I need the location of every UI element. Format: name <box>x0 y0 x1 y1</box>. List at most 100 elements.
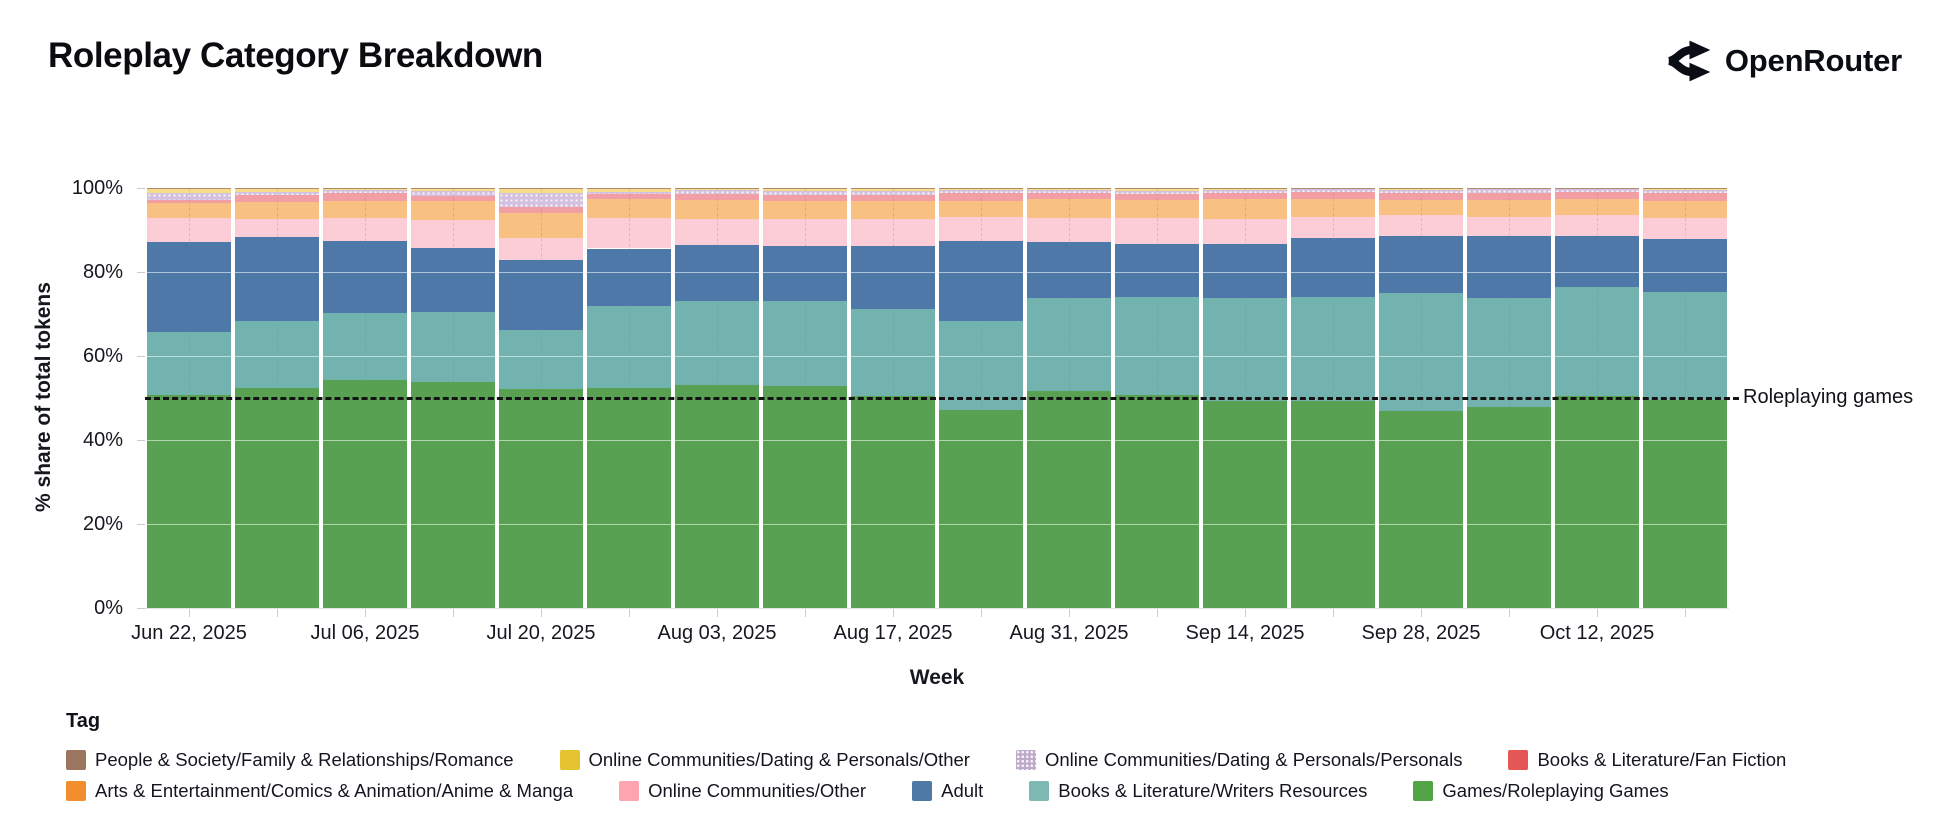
legend-item[interactable]: Games/Roleplaying Games <box>1413 780 1669 802</box>
bar-segment[interactable] <box>1115 190 1199 195</box>
bar-segment[interactable] <box>1643 188 1727 189</box>
bar-segment[interactable] <box>323 188 407 189</box>
bar-segment[interactable] <box>1379 188 1463 191</box>
bar-segment[interactable] <box>1379 215 1463 236</box>
legend-item[interactable]: Online Communities/Dating & Personals/Ot… <box>559 749 970 771</box>
bar-segment[interactable] <box>1467 189 1551 193</box>
bar-segment[interactable] <box>1555 395 1639 608</box>
legend-item[interactable]: Adult <box>912 780 983 802</box>
bar-segment[interactable] <box>1291 216 1375 239</box>
bar-segment[interactable] <box>675 384 759 608</box>
bar-segment[interactable] <box>323 312 407 380</box>
bar-segment[interactable] <box>1027 188 1111 191</box>
bar-segment[interactable] <box>1291 238 1375 297</box>
bar-segment[interactable] <box>851 188 935 189</box>
bar-segment[interactable] <box>499 212 583 239</box>
legend-item[interactable]: Online Communities/Dating & Personals/Pe… <box>1015 749 1462 771</box>
bar-segment[interactable] <box>147 188 231 190</box>
bar-segment[interactable] <box>1379 410 1463 608</box>
bar-segment[interactable] <box>675 188 759 191</box>
bar-segment[interactable] <box>235 387 319 608</box>
legend-item[interactable]: People & Society/Family & Relationships/… <box>66 749 514 771</box>
bar-segment[interactable] <box>1555 215 1639 236</box>
bar-segment[interactable] <box>499 330 583 390</box>
bar-segment[interactable] <box>675 194 759 201</box>
bar-segment[interactable] <box>1115 218 1199 245</box>
bar-segment[interactable] <box>939 188 1023 191</box>
bar-segment[interactable] <box>939 193 1023 201</box>
bar-segment[interactable] <box>763 200 847 220</box>
bar-segment[interactable] <box>1291 192 1375 200</box>
bar-segment[interactable] <box>235 195 319 202</box>
bar-segment[interactable] <box>1291 400 1375 608</box>
bar-week-7[interactable] <box>763 188 847 608</box>
bar-segment[interactable] <box>411 312 495 383</box>
bar-segment[interactable] <box>1115 394 1199 608</box>
bar-segment[interactable] <box>851 219 935 246</box>
bar-segment[interactable] <box>851 395 935 608</box>
bar-segment[interactable] <box>323 188 407 191</box>
bar-segment[interactable] <box>1027 188 1111 189</box>
bar-week-17[interactable] <box>1643 188 1727 608</box>
bar-segment[interactable] <box>587 387 671 608</box>
legend-item[interactable]: Online Communities/Other <box>619 780 866 802</box>
bar-segment[interactable] <box>411 190 495 196</box>
bar-week-14[interactable] <box>1379 188 1463 608</box>
bar-segment[interactable] <box>763 194 847 201</box>
bar-segment[interactable] <box>411 247 495 313</box>
bar-segment[interactable] <box>411 200 495 220</box>
bar-segment[interactable] <box>1467 188 1551 190</box>
bar-segment[interactable] <box>939 188 1023 189</box>
bar-segment[interactable] <box>411 382 495 608</box>
bar-segment[interactable] <box>587 306 671 388</box>
bar-segment[interactable] <box>1203 199 1287 220</box>
bar-segment[interactable] <box>147 193 231 201</box>
bar-segment[interactable] <box>851 308 935 396</box>
bar-segment[interactable] <box>1291 199 1375 217</box>
bar-segment[interactable] <box>1643 188 1727 191</box>
bar-segment[interactable] <box>1203 244 1287 298</box>
bar-segment[interactable] <box>675 188 759 189</box>
bar-segment[interactable] <box>587 188 671 192</box>
bar-segment[interactable] <box>763 301 847 386</box>
bar-segment[interactable] <box>1115 296 1199 395</box>
bar-segment[interactable] <box>1291 188 1375 190</box>
bar-segment[interactable] <box>1467 192 1551 201</box>
bar-segment[interactable] <box>939 190 1023 194</box>
bar-segment[interactable] <box>1379 235 1463 293</box>
bar-week-3[interactable] <box>411 188 495 608</box>
bar-segment[interactable] <box>1027 242 1111 298</box>
bar-segment[interactable] <box>235 321 319 388</box>
bar-segment[interactable] <box>1379 188 1463 189</box>
bar-segment[interactable] <box>499 389 583 608</box>
bar-segment[interactable] <box>587 248 671 307</box>
bar-segment[interactable] <box>1467 216 1551 236</box>
bar-segment[interactable] <box>587 194 671 199</box>
bar-segment[interactable] <box>1115 188 1199 191</box>
bar-segment[interactable] <box>1203 188 1287 191</box>
bar-segment[interactable] <box>147 332 231 396</box>
bar-segment[interactable] <box>1379 200 1463 216</box>
bar-segment[interactable] <box>675 200 759 219</box>
bar-segment[interactable] <box>675 218 759 245</box>
bar-segment[interactable] <box>1027 199 1111 218</box>
bar-segment[interactable] <box>763 188 847 189</box>
bar-segment[interactable] <box>939 200 1023 217</box>
legend-item[interactable]: Books & Literature/Writers Resources <box>1029 780 1367 802</box>
legend-item[interactable]: Books & Literature/Fan Fiction <box>1508 749 1786 771</box>
bar-segment[interactable] <box>1643 400 1727 608</box>
bar-segment[interactable] <box>1203 192 1287 200</box>
bar-week-10[interactable] <box>1027 188 1111 608</box>
bar-segment[interactable] <box>499 193 583 208</box>
bar-segment[interactable] <box>763 190 847 195</box>
bar-segment[interactable] <box>499 238 583 260</box>
bar-segment[interactable] <box>235 192 319 196</box>
bar-segment[interactable] <box>1115 244 1199 297</box>
bar-week-4[interactable] <box>499 188 583 608</box>
bar-segment[interactable] <box>1467 297 1551 408</box>
bar-segment[interactable] <box>851 191 935 196</box>
bar-segment[interactable] <box>235 219 319 238</box>
bar-segment[interactable] <box>323 190 407 194</box>
bar-segment[interactable] <box>851 188 935 192</box>
bar-segment[interactable] <box>499 259 583 331</box>
